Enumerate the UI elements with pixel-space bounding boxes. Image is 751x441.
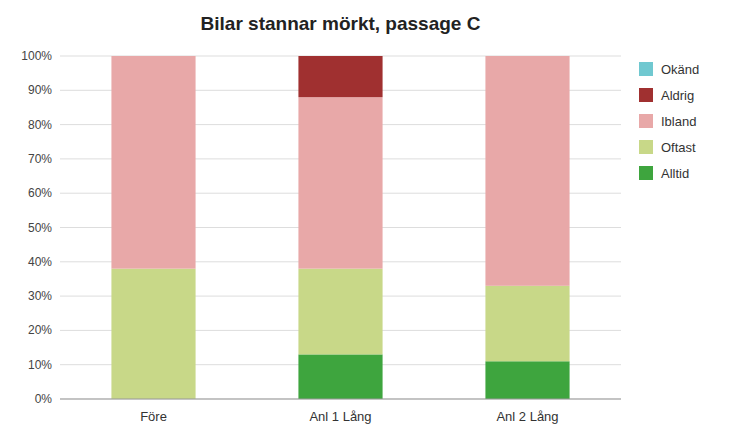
legend-swatch bbox=[639, 166, 653, 180]
bar-segment bbox=[298, 56, 382, 97]
legend: Okänd Aldrig Ibland Oftast Alltid bbox=[639, 62, 699, 181]
bar-segment bbox=[298, 354, 382, 399]
y-tick-label: 50% bbox=[28, 221, 52, 235]
y-tick-label: 0% bbox=[35, 392, 53, 406]
legend-swatch bbox=[639, 88, 653, 102]
chart-title: Bilar stannar mörkt, passage C bbox=[201, 13, 481, 34]
bar-segment bbox=[485, 286, 569, 361]
y-tick-label: 30% bbox=[28, 289, 52, 303]
bar-segment bbox=[298, 97, 382, 269]
bars bbox=[111, 56, 569, 399]
bar-segment bbox=[111, 269, 195, 399]
chart-container: Bilar stannar mörkt, passage C 0% 10% 20% 30… bbox=[0, 0, 751, 441]
x-axis: Före Anl 1 Lång Anl 2 Lång bbox=[60, 399, 621, 424]
bar-segment bbox=[485, 56, 569, 57]
legend-swatch bbox=[639, 62, 653, 76]
x-tick-label: Anl 1 Lång bbox=[309, 409, 371, 424]
legend-label: Oftast bbox=[661, 140, 696, 155]
y-tick-label: 100% bbox=[21, 49, 52, 63]
x-tick-label: Anl 2 Lång bbox=[496, 409, 558, 424]
y-axis: 0% 10% 20% 30% 40% 50% 60% 70% 80% 90% 100% bbox=[21, 49, 621, 406]
x-axis-line bbox=[60, 399, 621, 400]
y-tick-label: 80% bbox=[28, 118, 52, 132]
bar-segment bbox=[485, 56, 569, 57]
legend-swatch bbox=[639, 140, 653, 154]
bar-segment bbox=[111, 56, 195, 57]
legend-label: Alltid bbox=[661, 166, 689, 181]
y-tick-label: 10% bbox=[28, 358, 52, 372]
y-tick-label: 40% bbox=[28, 255, 52, 269]
legend-swatch bbox=[639, 114, 653, 128]
bar-segment bbox=[111, 56, 195, 57]
grid-line bbox=[60, 399, 621, 400]
y-tick-label: 20% bbox=[28, 323, 52, 337]
legend-label: Aldrig bbox=[661, 88, 694, 103]
bar-segment bbox=[485, 361, 569, 399]
y-tick-label: 70% bbox=[28, 152, 52, 166]
chart-svg: Bilar stannar mörkt, passage C 0% 10% 20% 30… bbox=[0, 0, 751, 441]
y-tick-label: 90% bbox=[28, 83, 52, 97]
legend-label: Ibland bbox=[661, 114, 696, 129]
legend-label: Okänd bbox=[661, 62, 699, 77]
bar-segment bbox=[485, 56, 569, 286]
x-tick-label: Före bbox=[140, 409, 167, 424]
bar-segment bbox=[298, 56, 382, 57]
bar-segment bbox=[111, 56, 195, 269]
y-tick-label: 60% bbox=[28, 186, 52, 200]
bar-segment bbox=[298, 269, 382, 355]
